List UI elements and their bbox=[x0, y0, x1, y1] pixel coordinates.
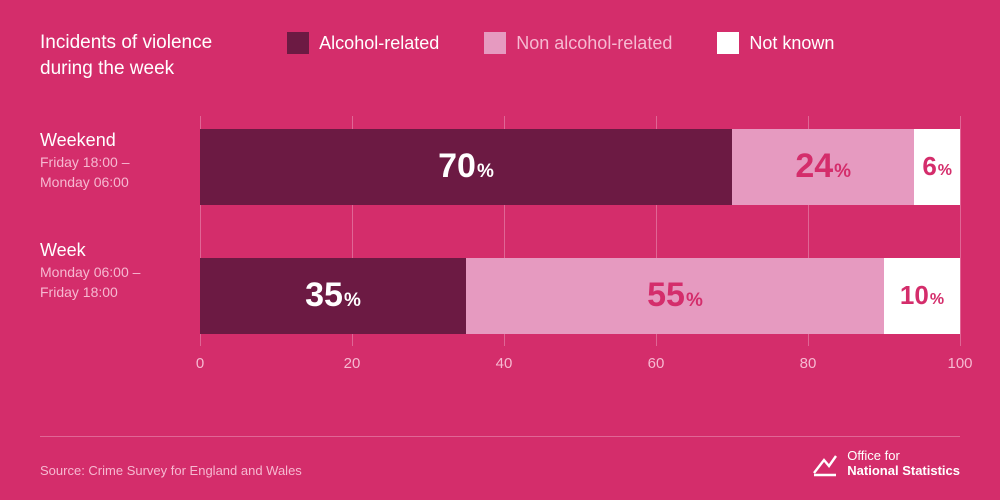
axis-tick: 80 bbox=[800, 355, 817, 372]
legend-label: Not known bbox=[749, 33, 834, 54]
segment-value: 24% bbox=[795, 147, 851, 186]
bar-segment-non_alcohol: 55% bbox=[466, 258, 884, 334]
segment-value: 35% bbox=[305, 276, 361, 315]
segment-value: 6% bbox=[922, 151, 952, 182]
ons-logo-icon bbox=[811, 450, 839, 478]
header: Incidents of violenceduring the week Alc… bbox=[40, 30, 960, 81]
ons-logo-line2: National Statistics bbox=[847, 464, 960, 478]
axis-tick: 40 bbox=[496, 355, 513, 372]
source-text: Source: Crime Survey for England and Wal… bbox=[40, 463, 302, 478]
grid-line bbox=[960, 116, 961, 346]
legend-label: Non alcohol-related bbox=[516, 33, 672, 54]
bar-segment-alcohol: 35% bbox=[200, 258, 466, 334]
bars: 70% 24% 6% 35% 55% 10% bbox=[200, 116, 960, 346]
legend-swatch bbox=[287, 32, 309, 54]
segment-value: 10% bbox=[900, 280, 944, 311]
ons-logo: Office for National Statistics bbox=[811, 449, 960, 478]
segment-value: 70% bbox=[438, 147, 494, 186]
row-label-subtitle: Monday 06:00 –Friday 18:00 bbox=[40, 263, 200, 302]
axis-tick: 0 bbox=[196, 355, 204, 372]
bar-row-0: 70% 24% 6% bbox=[200, 129, 960, 205]
plot: 70%24%6%35%55%10% 020406080100 bbox=[200, 116, 960, 376]
segment-value: 55% bbox=[647, 276, 703, 315]
chart-title: Incidents of violenceduring the week bbox=[40, 30, 212, 81]
bar-segment-alcohol: 70% bbox=[200, 129, 732, 205]
axis-tick: 20 bbox=[344, 355, 361, 372]
bar-segment-non_alcohol: 24% bbox=[732, 129, 914, 205]
legend-item-non_alcohol: Non alcohol-related bbox=[484, 32, 672, 54]
footer: Source: Crime Survey for England and Wal… bbox=[40, 436, 960, 478]
legend-label: Alcohol-related bbox=[319, 33, 439, 54]
ons-logo-line1: Office for bbox=[847, 449, 960, 463]
chart-canvas: Incidents of violenceduring the week Alc… bbox=[0, 0, 1000, 500]
bar-segment-not_known: 6% bbox=[914, 129, 960, 205]
ons-logo-text: Office for National Statistics bbox=[847, 449, 960, 478]
legend-swatch bbox=[717, 32, 739, 54]
row-label-title: Week bbox=[40, 240, 200, 261]
bar-segment-not_known: 10% bbox=[884, 258, 960, 334]
row-label-0: WeekendFriday 18:00 –Monday 06:00 bbox=[40, 130, 200, 192]
chart-area: WeekendFriday 18:00 –Monday 06:00 WeekMon… bbox=[40, 116, 960, 376]
bar-row-1: 35% 55% 10% bbox=[200, 258, 960, 334]
legend-item-not_known: Not known bbox=[717, 32, 834, 54]
row-label-title: Weekend bbox=[40, 130, 200, 151]
row-label-subtitle: Friday 18:00 –Monday 06:00 bbox=[40, 153, 200, 192]
row-label-1: WeekMonday 06:00 –Friday 18:00 bbox=[40, 240, 200, 302]
axis-tick: 100 bbox=[947, 355, 972, 372]
x-axis-ticks: 020406080100 bbox=[200, 351, 960, 376]
legend-swatch bbox=[484, 32, 506, 54]
row-labels: WeekendFriday 18:00 –Monday 06:00 WeekMon… bbox=[40, 116, 200, 376]
legend-item-alcohol: Alcohol-related bbox=[287, 32, 439, 54]
legend: Alcohol-related Non alcohol-related Not kn… bbox=[287, 32, 834, 54]
axis-tick: 60 bbox=[648, 355, 665, 372]
